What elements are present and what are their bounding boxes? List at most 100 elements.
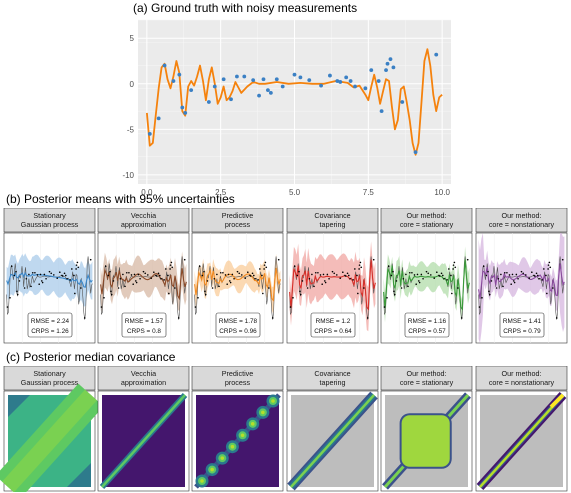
ground-truth-chart: 5 0 -5 -10 0.0 2.5 5.0 7.5 10.0: [122, 19, 451, 197]
posterior-mean-line: [289, 259, 376, 311]
measurement-point: [454, 266, 457, 269]
measurement-point: [150, 277, 153, 279]
measurement-point: [134, 280, 137, 282]
measurement-point: [296, 274, 299, 277]
measurement-point: [446, 279, 448, 281]
measurement-point: [348, 274, 350, 277]
measurement-point: [313, 285, 315, 288]
measurement-point: [333, 272, 336, 275]
measurement-point: [50, 272, 53, 275]
measurement-point: [211, 287, 214, 289]
rmse-label: RMSE = 1.41: [503, 318, 542, 325]
means-panel-label: Predictive: [222, 211, 254, 220]
measurement-point: [366, 317, 369, 319]
measurement-point: [289, 306, 292, 308]
measurement-point: [41, 281, 44, 284]
measurement-point: [132, 283, 134, 285]
measurement-point: [142, 270, 145, 273]
x-tick-label: 5.0: [289, 188, 301, 197]
measurement-point: [452, 264, 455, 266]
measurement-point: [194, 306, 197, 308]
measurement-point: [495, 287, 498, 289]
measurement-point: [89, 258, 92, 261]
truth-line: [6, 256, 93, 320]
covariance-blob: [200, 479, 204, 483]
measurement-point: [321, 283, 323, 285]
measurement-point: [124, 285, 126, 288]
measurement-point: [306, 287, 309, 289]
measurement-point: [233, 277, 235, 280]
measurement-point: [520, 270, 523, 273]
means-panel-label: Covariance: [314, 211, 350, 220]
measurement-point: [311, 273, 313, 276]
measurement-point: [227, 273, 230, 276]
x-tick-label: 2.5: [215, 188, 227, 197]
means-panel-header: [191, 208, 284, 233]
uncertainty-band: [194, 254, 281, 314]
covariance-blob: [240, 433, 245, 438]
uncertainty-band: [478, 233, 565, 343]
measurement-point: [522, 272, 525, 275]
means-panel-header: [286, 208, 379, 233]
measurement-point: [135, 281, 138, 284]
covariance-blob: [210, 467, 214, 472]
measurement-point: [552, 287, 554, 289]
chart-a-title: (a) Ground truth with noisy measurements: [133, 1, 358, 15]
measurement-point: [38, 283, 40, 285]
rmse-label: RMSE = 1.57: [125, 318, 164, 325]
measurement-point: [69, 279, 71, 281]
measurement-point: [139, 277, 141, 280]
measurement-point: [100, 306, 103, 308]
measurement-point: [301, 280, 304, 282]
measurement-point: [268, 90, 273, 95]
measurement-point: [299, 293, 302, 296]
covariance-diagonal: [2, 389, 97, 492]
measurement-point: [326, 273, 329, 276]
crps-label: CRPS = 1.26: [31, 328, 69, 335]
measurement-point: [34, 271, 36, 274]
covariance-panel-label: Vecchia: [131, 369, 156, 378]
measurement-point: [160, 277, 162, 280]
covariance-panel-header: [475, 366, 568, 391]
measurement-point: [339, 277, 342, 279]
measurement-point: [451, 292, 453, 295]
measurement-point: [436, 271, 438, 274]
measurement-point: [65, 274, 67, 277]
heatmap-nonstationary-diagonal: [476, 391, 567, 491]
measurement-point: [16, 293, 19, 296]
measurement-point: [204, 290, 206, 293]
means-panel-label: Gaussian process: [21, 220, 79, 229]
measurement-point: [137, 273, 140, 276]
measurement-point: [224, 274, 227, 276]
measurement-point: [457, 287, 459, 289]
covariance-diagonal: [101, 394, 186, 488]
measurement-point: [280, 84, 285, 89]
measurement-point: [307, 78, 312, 83]
covariance-panel-header: [380, 366, 473, 391]
covariance-blob: [261, 410, 265, 415]
measurement-point: [358, 268, 360, 270]
covariance-panel-label: Our method:: [502, 369, 542, 378]
measurement-point: [503, 271, 506, 274]
measurement-point: [510, 283, 512, 285]
measurement-point: [448, 268, 450, 270]
chart-c-title: (c) Posterior median covariance: [6, 350, 176, 364]
measurement-point: [391, 65, 396, 70]
measurement-point: [314, 271, 317, 274]
covariance-blob: [220, 456, 225, 460]
measurement-point: [453, 261, 456, 264]
metrics-box: [499, 312, 545, 338]
measurement-point: [15, 270, 17, 273]
measurement-point: [418, 281, 421, 284]
measurement-point: [109, 270, 111, 273]
measurement-point: [429, 274, 432, 276]
measurement-point: [171, 79, 176, 83]
measurement-point: [561, 258, 564, 261]
measurement-point: [254, 277, 256, 280]
measurement-point: [189, 88, 194, 93]
measurement-point: [45, 277, 47, 280]
measurement-point: [502, 285, 504, 288]
measurement-point: [386, 297, 388, 299]
measurement-point: [299, 290, 301, 293]
measurement-point: [393, 290, 395, 293]
